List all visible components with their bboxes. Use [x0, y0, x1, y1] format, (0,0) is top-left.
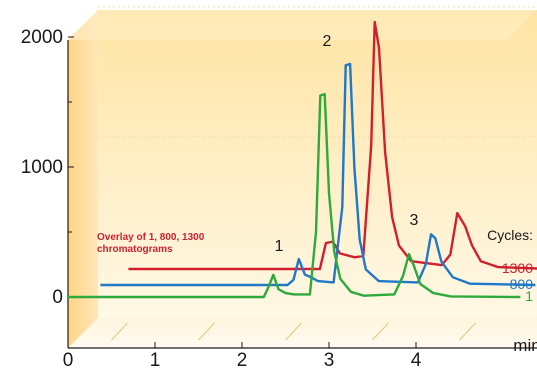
y-tick-label: 0 [52, 287, 63, 308]
legend-title: Cycles: [487, 227, 533, 243]
series-line-1300 [128, 20, 537, 271]
series-layer [68, 20, 537, 299]
floor-grid-line [285, 322, 302, 341]
floor [68, 318, 537, 348]
floor-grid-line [372, 322, 389, 341]
series-label-800: 800 [510, 276, 534, 292]
floor-grid-line [111, 322, 128, 341]
x-tick-label: 4 [411, 350, 422, 369]
x-tick-label: 1 [150, 350, 161, 369]
overlay-annotation-line-2: chromatograms [97, 244, 173, 255]
floor-grid-line [198, 322, 215, 341]
floor-grid-line [459, 322, 476, 341]
x-tick-label: 2 [237, 350, 248, 369]
peak-label-3: 3 [410, 212, 419, 229]
series-label-1: 1 [525, 288, 533, 304]
overlay-annotation-line-1: Overlay of 1, 800, 1300 [97, 232, 205, 243]
series-line-1 [68, 93, 521, 299]
peak-label-1: 1 [275, 238, 284, 255]
side-wall [68, 10, 98, 348]
peak-label-2: 2 [323, 33, 332, 50]
top-face [68, 10, 537, 40]
x-tick-label: 0 [63, 350, 74, 369]
series-label-1300: 1300 [502, 260, 533, 276]
x-axis-label: min [513, 336, 537, 355]
grid-layer [67, 6, 537, 348]
x-tick-label: 3 [324, 350, 335, 369]
series-line-800 [100, 62, 536, 287]
y-tick-label: 1000 [21, 157, 63, 178]
y-tick-label: 2000 [21, 27, 63, 48]
